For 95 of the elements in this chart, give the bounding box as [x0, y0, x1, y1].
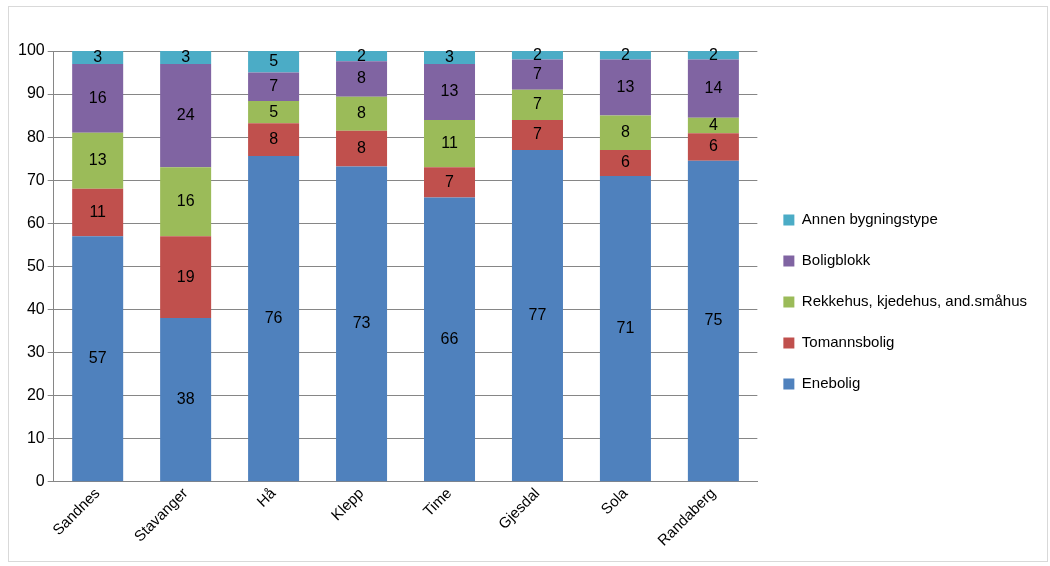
bar	[160, 236, 212, 319]
bar	[687, 117, 739, 134]
data-label: 76	[264, 309, 283, 327]
bar	[687, 160, 739, 482]
bar	[424, 197, 476, 482]
data-label: 6	[708, 137, 718, 155]
data-label: 7	[445, 172, 455, 190]
bar	[248, 123, 300, 157]
data-label: 2	[357, 46, 367, 64]
data-label: 66	[440, 329, 459, 347]
bar	[424, 167, 476, 198]
data-label: 2	[708, 45, 718, 63]
data-label: 7	[533, 95, 543, 113]
bar	[336, 96, 388, 131]
bar	[160, 167, 212, 237]
data-label: 71	[616, 319, 635, 337]
bar	[160, 63, 212, 168]
data-label: 57	[88, 349, 107, 367]
x-tick-label: Time	[419, 484, 455, 520]
bar	[599, 150, 651, 176]
data-label: 19	[176, 267, 195, 285]
y-tick-label: 40	[26, 299, 45, 317]
data-label: 11	[441, 134, 458, 152]
bar	[511, 59, 563, 90]
bar	[248, 51, 300, 73]
bar	[687, 59, 739, 118]
legend-label: Boligblokk	[801, 251, 871, 269]
data-label: 3	[445, 47, 455, 65]
data-label: 24	[176, 106, 195, 124]
bar	[72, 51, 124, 64]
bar	[511, 89, 563, 120]
y-tick-label: 60	[26, 213, 45, 231]
bar	[72, 63, 124, 133]
y-tick-label: 10	[26, 429, 45, 447]
data-label: 14	[704, 79, 723, 97]
data-label: 5	[269, 102, 279, 120]
x-tick-label: Hå	[253, 483, 280, 510]
data-label: 7	[269, 77, 279, 95]
y-tick-label: 30	[26, 342, 45, 360]
y-tick-label: 0	[35, 472, 45, 490]
bar	[511, 119, 563, 151]
data-label: 8	[269, 130, 279, 148]
data-label: 7	[533, 65, 543, 83]
data-label: 13	[616, 78, 635, 96]
bar	[248, 100, 300, 124]
y-tick-label: 70	[26, 170, 45, 188]
data-label: 16	[88, 88, 107, 106]
data-label: 38	[176, 390, 195, 408]
bar	[72, 188, 124, 237]
bar	[160, 318, 212, 482]
bar	[248, 72, 300, 101]
bar	[599, 175, 651, 482]
legend-label: Annen bygningstype	[801, 210, 938, 228]
data-label: 8	[620, 123, 630, 141]
data-label: 11	[89, 202, 107, 220]
legend-label: Tomannsbolig	[801, 333, 895, 351]
y-tick-label: 100	[17, 41, 45, 59]
bar	[336, 130, 388, 167]
data-label: 8	[357, 104, 367, 122]
bar	[72, 236, 124, 482]
bar	[599, 115, 651, 151]
data-label: 3	[181, 47, 191, 65]
x-tick-label: Sola	[597, 483, 631, 518]
bar	[336, 166, 388, 482]
data-label: 4	[708, 115, 718, 133]
y-tick-label: 20	[26, 386, 45, 404]
data-label: 16	[176, 192, 195, 210]
bar	[424, 63, 476, 120]
data-label: 6	[620, 153, 630, 171]
data-label: 8	[357, 69, 367, 87]
data-label: 7	[533, 125, 543, 143]
y-tick-label: 50	[26, 256, 45, 274]
data-label: 8	[357, 138, 367, 156]
y-tick-label: 90	[26, 84, 45, 102]
y-tick-label: 80	[26, 127, 45, 145]
bar	[424, 119, 476, 168]
data-label: 13	[440, 82, 459, 100]
data-label: 73	[352, 314, 371, 332]
bar	[248, 156, 300, 482]
bar	[511, 150, 563, 482]
bar	[336, 61, 388, 97]
data-label: 2	[533, 45, 543, 63]
bar	[687, 133, 739, 161]
data-label: 5	[269, 52, 279, 70]
data-label: 75	[704, 311, 723, 329]
bar	[160, 51, 212, 64]
bar	[599, 59, 651, 116]
legend-label: Enebolig	[801, 374, 861, 392]
bar	[72, 132, 124, 189]
data-label: 77	[528, 306, 547, 324]
data-label: 13	[88, 151, 107, 169]
data-label: 2	[620, 45, 630, 63]
bar	[424, 51, 476, 64]
legend-label: Rekkehus, kjedehus, and.småhus	[801, 292, 1028, 310]
data-label: 3	[93, 47, 103, 65]
